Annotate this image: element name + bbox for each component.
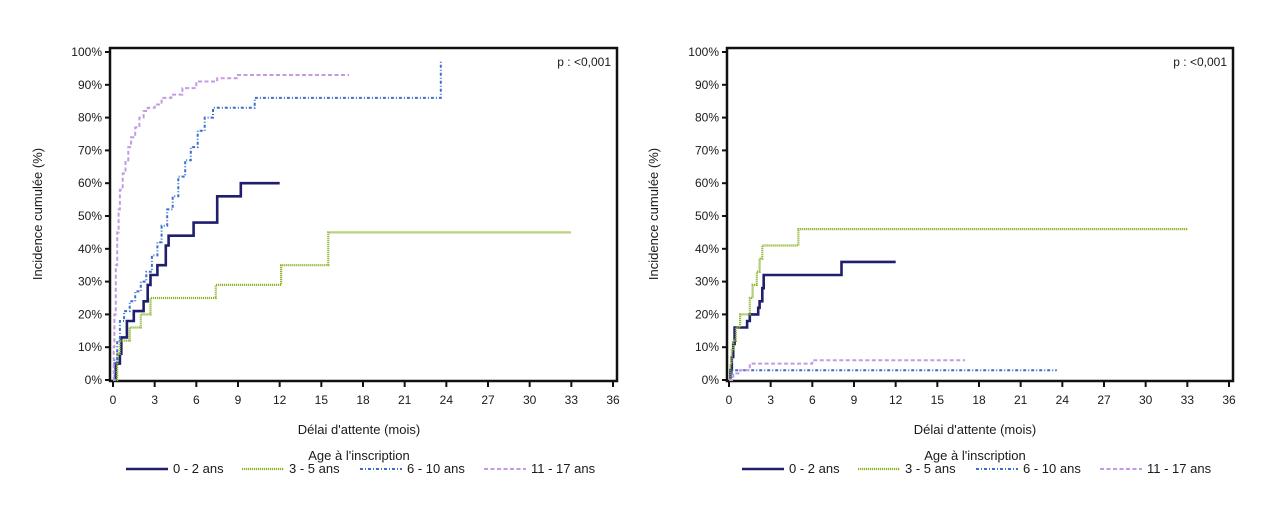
x-tick-label: 18 xyxy=(356,393,370,407)
legend-item: 6 - 10 ans xyxy=(360,461,465,476)
x-axis-title: Délai d'attente (mois) xyxy=(914,422,1036,437)
legend: Age à l'inscription 0 - 2 ans 3 - 5 ans 6 -… xyxy=(742,448,1212,476)
legend: Age à l'inscription 0 - 2 ans 3 - 5 ans 6 -… xyxy=(126,448,596,476)
y-tick-label: 80% xyxy=(78,111,102,125)
p-value-annotation: p : <0,001 xyxy=(1173,55,1227,69)
y-tick-label: 30% xyxy=(78,275,102,289)
y-tick-label: 40% xyxy=(695,242,719,256)
x-tick-label: 3 xyxy=(151,393,158,407)
y-tick-label: 60% xyxy=(78,176,102,190)
y-tick-label: 20% xyxy=(78,307,102,321)
y-axis-title: Incidence cumulée (%) xyxy=(30,148,45,280)
y-tick-label: 50% xyxy=(78,209,102,223)
x-tick-label: 12 xyxy=(273,393,287,407)
legend-label: 11 - 17 ans xyxy=(1147,461,1212,476)
x-tick-label: 30 xyxy=(523,393,537,407)
x-tick-label: 36 xyxy=(1222,393,1236,407)
series-line-3to5ans xyxy=(729,228,1188,382)
y-tick-label: 70% xyxy=(78,143,102,157)
y-tick-label: 90% xyxy=(78,78,102,92)
legend-title: Age à l'inscription xyxy=(308,448,409,463)
y-tick-label: 60% xyxy=(695,176,719,190)
y-tick-label: 10% xyxy=(695,340,719,354)
x-tick-label: 27 xyxy=(481,393,495,407)
legend-label: 0 - 2 ans xyxy=(173,461,224,476)
legend-item: 6 - 10 ans xyxy=(976,461,1081,476)
series-line-6to10ans xyxy=(729,369,1057,381)
x-tick-label: 36 xyxy=(606,393,620,407)
x-tick-label: 30 xyxy=(1139,393,1153,407)
series-line-6to10ans xyxy=(113,61,442,381)
legend-label: 6 - 10 ans xyxy=(1023,461,1081,476)
y-tick-label: 100% xyxy=(71,45,102,59)
series-line-11to17ans xyxy=(112,74,350,381)
x-tick-label: 9 xyxy=(851,393,858,407)
x-tick-label: 6 xyxy=(809,393,816,407)
x-tick-label: 18 xyxy=(972,393,986,407)
y-tick-label: 40% xyxy=(78,242,102,256)
series-line-11to17ans xyxy=(729,359,966,381)
x-tick-label: 15 xyxy=(315,393,329,407)
y-tick-label: 0% xyxy=(702,373,720,387)
plot-frame xyxy=(725,46,1235,383)
legend-label: 3 - 5 ans xyxy=(905,461,956,476)
legend-item: 3 - 5 ans xyxy=(858,461,956,476)
legend-item: 0 - 2 ans xyxy=(742,461,840,476)
y-tick-label: 50% xyxy=(695,209,719,223)
legend-label: 6 - 10 ans xyxy=(407,461,465,476)
y-axis-title: Incidence cumulée (%) xyxy=(646,148,661,280)
y-tick-label: 90% xyxy=(695,78,719,92)
y-tick-label: 10% xyxy=(78,340,102,354)
y-tick-label: 20% xyxy=(695,307,719,321)
plot-frame xyxy=(108,46,619,383)
x-tick-label: 0 xyxy=(726,393,733,407)
legend-title: Age à l'inscription xyxy=(924,448,1025,463)
x-tick-label: 33 xyxy=(1181,393,1195,407)
legend-item: 0 - 2 ans xyxy=(126,461,224,476)
p-value-annotation: p : <0,001 xyxy=(557,55,611,69)
x-tick-label: 21 xyxy=(1014,393,1028,407)
legend-item: 11 - 17 ans xyxy=(1100,461,1212,476)
x-tick-label: 0 xyxy=(110,393,117,407)
legend-label: 3 - 5 ans xyxy=(289,461,340,476)
x-tick-label: 24 xyxy=(1056,393,1070,407)
x-tick-label: 3 xyxy=(767,393,774,407)
y-tick-label: 100% xyxy=(688,45,719,59)
series-line-3to5ans xyxy=(113,231,572,382)
y-tick-label: 30% xyxy=(695,275,719,289)
legend-item: 11 - 17 ans xyxy=(484,461,596,476)
x-tick-label: 27 xyxy=(1097,393,1111,407)
x-tick-label: 15 xyxy=(931,393,945,407)
y-tick-label: 80% xyxy=(695,111,719,125)
x-tick-label: 9 xyxy=(235,393,242,407)
x-tick-label: 12 xyxy=(889,393,903,407)
x-tick-label: 21 xyxy=(398,393,412,407)
legend-item: 3 - 5 ans xyxy=(242,461,340,476)
x-axis-title: Délai d'attente (mois) xyxy=(298,422,420,437)
x-tick-label: 33 xyxy=(565,393,579,407)
y-tick-label: 0% xyxy=(85,373,103,387)
y-tick-label: 70% xyxy=(695,143,719,157)
chart-left: 0%10%20%30%40%50%60%70%80%90%100%0 3 6 9 12 1… xyxy=(30,45,620,476)
legend-label: 11 - 17 ans xyxy=(531,461,596,476)
legend-label: 0 - 2 ans xyxy=(789,461,840,476)
chart-right: 0%10%20%30%40%50%60%70%80%90%100%0 3 6 9 12 1… xyxy=(646,45,1236,476)
x-tick-label: 6 xyxy=(193,393,200,407)
series-line-0to2ans xyxy=(113,181,280,382)
series-line-0to2ans xyxy=(729,260,896,382)
x-tick-label: 24 xyxy=(440,393,454,407)
